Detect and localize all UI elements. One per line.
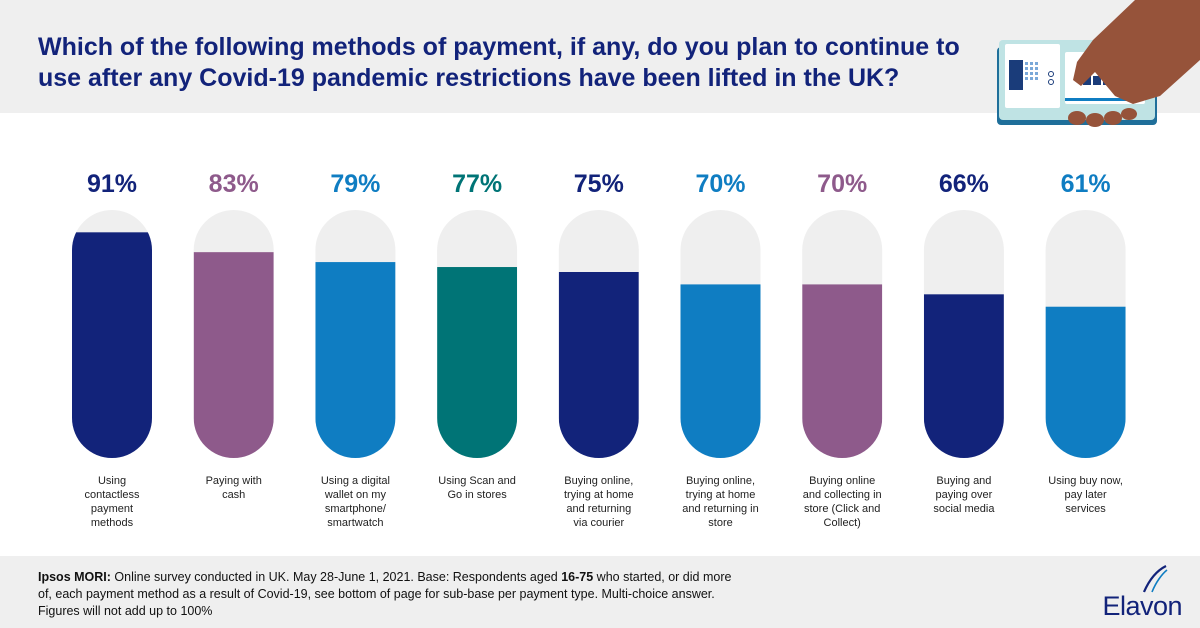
value-label: 83% bbox=[209, 170, 259, 198]
category-label-line: and returning bbox=[566, 503, 631, 515]
bar-group: 66% Buying and paying over social media bbox=[923, 170, 1004, 515]
bar-group: 70% Buying online and collecting in store (… bbox=[802, 170, 883, 529]
bar bbox=[923, 294, 1004, 458]
bar-group: 70% Buying online, trying at home and retur… bbox=[680, 170, 761, 529]
category-label-line: Go in stores bbox=[447, 489, 507, 501]
value-label: 70% bbox=[695, 170, 745, 198]
logo-wordmark: Elavon bbox=[1102, 591, 1182, 621]
category-label-line: wallet on my bbox=[324, 489, 387, 501]
value-label: 79% bbox=[330, 170, 380, 198]
category-label-line: Using bbox=[98, 475, 126, 487]
category-label-line: Using a digital bbox=[321, 475, 390, 487]
category-label-line: trying at home bbox=[564, 489, 634, 501]
value-label: 66% bbox=[939, 170, 989, 198]
footer-band: Ipsos MORI: Online survey conducted in U… bbox=[0, 556, 1200, 628]
category-label-line: Buying online, bbox=[564, 475, 633, 487]
bar-group: 79% Using a digital wallet on my smartphone… bbox=[315, 170, 396, 529]
chart-area: 91% Using contactless payment methods 83% Payi… bbox=[0, 150, 1200, 560]
category-label-line: Using buy now, bbox=[1048, 475, 1123, 487]
bar-group: 61% Using buy now, pay later services bbox=[1045, 170, 1126, 515]
category-label-line: smartwatch bbox=[327, 517, 383, 529]
category-label-line: store (Click and bbox=[804, 503, 880, 515]
bar bbox=[802, 284, 883, 458]
bar-group: 83% Paying with cash bbox=[193, 170, 274, 501]
pill-bar-chart: 91% Using contactless payment methods 83% Payi… bbox=[72, 170, 1126, 529]
category-label-line: services bbox=[1065, 503, 1106, 515]
bar bbox=[437, 267, 518, 458]
bar bbox=[315, 262, 396, 458]
footnote-age-range: 16-75 bbox=[561, 570, 594, 584]
category-label: Using buy now, pay later services bbox=[1048, 475, 1123, 515]
category-label-line: store bbox=[708, 517, 732, 529]
category-label: Buying online and collecting in store (Cli… bbox=[803, 475, 882, 529]
value-label: 61% bbox=[1061, 170, 1111, 198]
category-label-line: paying over bbox=[935, 489, 992, 501]
category-label-line: and collecting in bbox=[803, 489, 882, 501]
header-band: Which of the following methods of paymen… bbox=[0, 0, 1200, 127]
footnote-text-2: who started, or did more of, each paymen… bbox=[38, 570, 732, 618]
value-label: 91% bbox=[87, 170, 137, 198]
value-label: 70% bbox=[817, 170, 867, 198]
category-label-line: Buying online, bbox=[686, 475, 755, 487]
category-label-line: pay later bbox=[1064, 489, 1107, 501]
category-label-line: smartphone/ bbox=[325, 503, 387, 515]
category-label-line: trying at home bbox=[686, 489, 756, 501]
category-label: Using Scan and Go in stores bbox=[438, 475, 516, 501]
bar bbox=[680, 284, 761, 458]
bar bbox=[193, 252, 274, 458]
category-label: Buying and paying over social media bbox=[933, 475, 995, 515]
bar bbox=[1045, 306, 1126, 458]
category-label: Buying online, trying at home and returnin… bbox=[564, 475, 634, 529]
category-label: Using a digital wallet on my smartphone/sm… bbox=[321, 475, 390, 529]
footnote-text-1: Online survey conducted in UK. May 28-Ju… bbox=[110, 570, 562, 584]
bar-group: 75% Buying online, trying at home and retur… bbox=[558, 170, 639, 529]
bar bbox=[558, 272, 639, 458]
elavon-logo: Elavon bbox=[1082, 564, 1182, 622]
category-label-line: contactless bbox=[84, 489, 140, 501]
category-label-line: Using Scan and bbox=[438, 475, 516, 487]
footnote: Ipsos MORI: Online survey conducted in U… bbox=[38, 569, 738, 620]
logo-swoosh-icon bbox=[1142, 565, 1168, 593]
value-label: 77% bbox=[452, 170, 502, 198]
category-label-line: methods bbox=[91, 517, 134, 529]
category-label-line: Buying online bbox=[809, 475, 875, 487]
category-label-line: social media bbox=[933, 503, 995, 515]
chart-title: Which of the following methods of paymen… bbox=[38, 33, 960, 92]
category-label-line: cash bbox=[222, 489, 245, 501]
bar bbox=[72, 232, 152, 458]
category-label: Paying with cash bbox=[206, 475, 262, 501]
category-label-line: payment bbox=[91, 503, 133, 515]
category-label: Buying online, trying at home and returnin… bbox=[682, 475, 758, 529]
category-label-line: Paying with bbox=[206, 475, 262, 487]
bar-group: 91% Using contactless payment methods bbox=[72, 170, 152, 529]
category-label-line: via courier bbox=[573, 517, 624, 529]
category-label: Using contactless payment methods bbox=[84, 475, 140, 529]
category-label-line: Buying and bbox=[936, 475, 991, 487]
bar-group: 77% Using Scan and Go in stores bbox=[437, 170, 518, 501]
category-label-line: Collect) bbox=[824, 517, 861, 529]
category-label-line: and returning in bbox=[682, 503, 758, 515]
card-terminal-hand-illustration bbox=[997, 0, 1200, 127]
footnote-source: Ipsos MORI: bbox=[38, 570, 111, 584]
value-label: 75% bbox=[574, 170, 624, 198]
